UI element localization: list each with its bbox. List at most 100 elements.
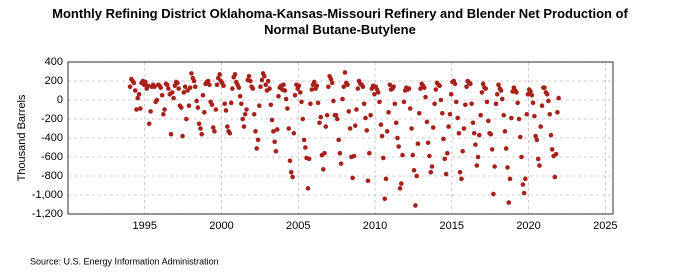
data-point	[328, 76, 334, 82]
data-point	[285, 106, 290, 111]
data-point	[336, 137, 341, 143]
data-point	[306, 156, 312, 162]
data-point	[161, 111, 166, 117]
data-point	[342, 70, 348, 75]
data-point	[519, 154, 524, 160]
data-point	[509, 115, 514, 121]
data-point	[254, 146, 259, 151]
data-point	[395, 135, 400, 141]
data-point	[407, 106, 413, 111]
data-point	[223, 108, 229, 113]
data-point	[331, 98, 336, 104]
data-point	[498, 88, 504, 93]
data-point	[300, 116, 306, 122]
data-point	[305, 186, 311, 191]
data-point	[308, 101, 313, 107]
data-point	[181, 90, 187, 95]
data-point	[429, 164, 435, 169]
data-point	[546, 98, 551, 104]
data-point	[209, 102, 215, 108]
data-point	[217, 72, 222, 77]
data-point	[383, 176, 389, 182]
y-tick-label: 400	[45, 56, 63, 68]
data-point	[409, 126, 414, 131]
data-point	[549, 147, 555, 152]
data-point	[132, 88, 138, 93]
data-point	[268, 102, 274, 108]
data-point	[347, 126, 353, 131]
data-point	[520, 182, 526, 187]
data-point	[166, 86, 171, 91]
data-point	[221, 83, 226, 89]
data-point	[468, 81, 473, 87]
data-point	[460, 149, 466, 154]
data-point	[164, 82, 170, 88]
data-point	[364, 128, 370, 133]
data-point	[213, 107, 219, 112]
data-point	[377, 99, 382, 105]
data-point	[446, 124, 451, 129]
data-point	[437, 83, 442, 89]
data-point	[251, 111, 257, 117]
data-point	[338, 161, 344, 166]
data-point	[351, 153, 357, 159]
data-point	[192, 84, 198, 89]
data-point	[262, 73, 267, 79]
data-point	[398, 181, 404, 186]
data-point	[489, 147, 495, 152]
data-point	[537, 163, 542, 168]
data-point	[186, 103, 192, 108]
data-point	[318, 114, 323, 120]
data-point	[355, 86, 361, 91]
data-point	[555, 110, 560, 115]
data-point	[411, 168, 417, 173]
data-point	[459, 176, 464, 182]
data-point	[438, 97, 444, 103]
data-point	[195, 105, 201, 110]
data-point	[171, 95, 176, 101]
data-point	[271, 129, 276, 134]
data-point	[258, 84, 263, 89]
data-point	[159, 92, 165, 98]
data-point	[392, 101, 398, 107]
data-point	[397, 186, 403, 191]
data-point	[334, 116, 340, 122]
data-point	[393, 120, 399, 126]
data-point	[210, 125, 216, 130]
data-point	[479, 90, 485, 95]
data-point	[311, 79, 317, 85]
data-point	[146, 121, 152, 127]
data-point	[484, 99, 490, 105]
data-point	[236, 85, 242, 90]
data-point	[456, 130, 462, 136]
data-point	[281, 82, 286, 88]
y-tick-label: -1,000	[32, 189, 63, 201]
data-point	[296, 83, 302, 89]
data-point	[494, 92, 500, 97]
data-point	[386, 110, 391, 115]
data-point	[207, 82, 212, 88]
data-point	[297, 90, 303, 95]
data-point	[424, 119, 430, 125]
data-point	[346, 109, 352, 114]
data-point	[255, 137, 261, 143]
data-point	[239, 101, 244, 107]
data-point	[283, 96, 289, 102]
data-point	[457, 169, 463, 175]
data-point	[263, 82, 269, 88]
x-tick-label: 2020	[516, 220, 540, 232]
data-point	[127, 84, 133, 89]
data-point	[292, 92, 298, 98]
y-tick-label: -1,200	[32, 208, 63, 220]
data-point	[464, 84, 469, 89]
data-point	[253, 129, 258, 134]
data-point	[506, 200, 512, 205]
data-point	[350, 175, 355, 181]
data-point	[500, 96, 505, 102]
data-point	[433, 87, 439, 92]
data-point	[288, 169, 294, 175]
data-point	[474, 163, 480, 168]
data-point	[401, 99, 407, 105]
data-point	[191, 78, 197, 84]
